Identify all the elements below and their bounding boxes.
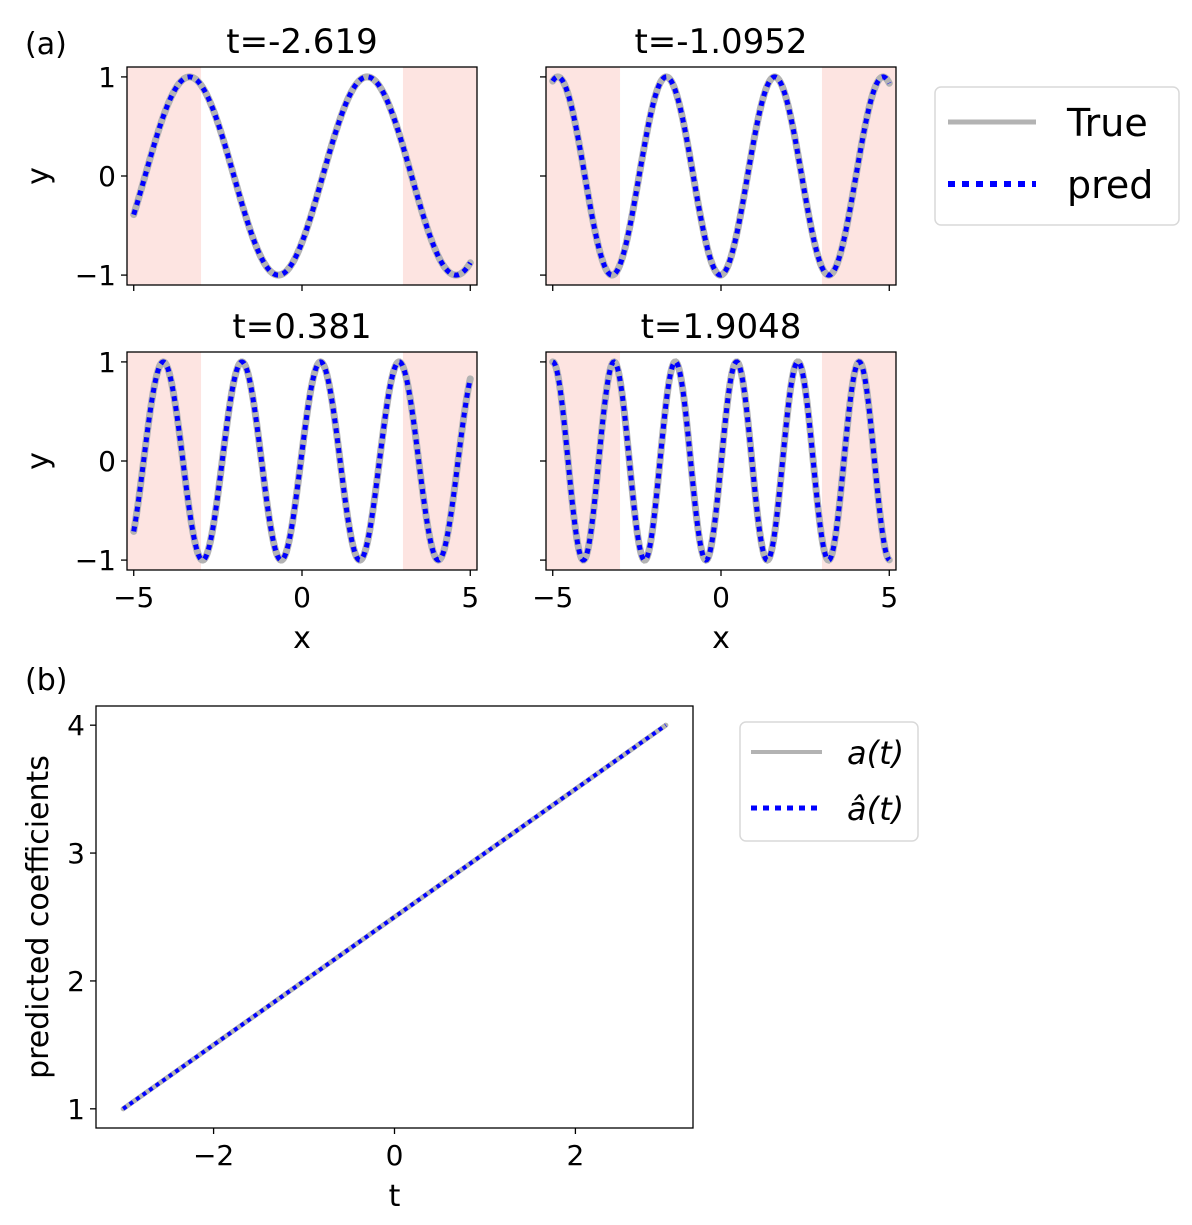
- shaded-region-0: [127, 67, 202, 285]
- x-tick-label-1: 0: [293, 581, 311, 614]
- panel-label-b: (b): [25, 663, 67, 698]
- x-axis-label: t: [389, 1179, 401, 1214]
- legend-a-t-label: a(t): [847, 734, 904, 772]
- subplot-t2: t=-1.0952: [540, 22, 897, 291]
- y-tick-label-2: −1: [75, 259, 116, 292]
- pred-line: [551, 359, 892, 563]
- y-tick-label-3: 4: [67, 709, 85, 742]
- y-tick-label-2: −1: [75, 544, 116, 577]
- legend-a: True pred: [934, 86, 1180, 226]
- x-tick-label-2: 5: [461, 581, 479, 614]
- x-tick-label-1: 0: [386, 1139, 404, 1172]
- subplot-title: t=0.381: [232, 307, 371, 347]
- x-tick-label-0: −5: [113, 581, 154, 614]
- panel-label-a: (a): [25, 27, 67, 62]
- x-axis-label: x: [293, 621, 311, 656]
- y-tick-label-1: 2: [67, 965, 85, 998]
- legend-a-hat-label: â(t): [847, 790, 904, 828]
- y-tick-label-0: 1: [98, 346, 116, 379]
- pred-line: [121, 723, 668, 1111]
- x-axis-label: x: [712, 621, 730, 656]
- y-tick-label-2: 3: [67, 837, 85, 870]
- y-tick-label-1: 0: [98, 160, 116, 193]
- y-axis-label: y: [21, 452, 56, 470]
- shaded-region-1: [402, 67, 477, 285]
- y-tick-label-0: 1: [98, 61, 116, 94]
- coefficients-plot: −2 0 2 1 2 3 4 t predicted coefficients: [21, 705, 694, 1214]
- subplot-t4: −5 0 5 t=1.9048 x: [532, 307, 898, 656]
- pred-line: [550, 74, 892, 278]
- subplot-title: t=-2.619: [226, 22, 377, 62]
- subplot-title: t=-1.0952: [634, 22, 807, 62]
- pred-line: [131, 74, 473, 278]
- subplot-title: t=1.9048: [641, 307, 802, 347]
- subplot-t1: 1 0 −1 t=-2.619 y: [21, 22, 478, 292]
- y-tick-label-1: 0: [98, 445, 116, 478]
- y-tick-label-0: 1: [67, 1093, 85, 1126]
- x-tick-label-2: 2: [566, 1139, 584, 1172]
- legend-pred-label: pred: [1067, 163, 1153, 207]
- x-tick-label-1: 0: [712, 581, 730, 614]
- x-tick-label-0: −2: [193, 1139, 234, 1172]
- y-axis-label: predicted coefficients: [21, 755, 56, 1079]
- shaded-region-0: [127, 352, 202, 570]
- true-line: [130, 358, 474, 564]
- y-axis-label: y: [21, 167, 56, 185]
- legend-b: a(t) â(t): [739, 721, 919, 842]
- legend-true-label: True: [1066, 101, 1148, 145]
- x-tick-label-2: 5: [880, 581, 898, 614]
- x-tick-label-0: −5: [532, 581, 573, 614]
